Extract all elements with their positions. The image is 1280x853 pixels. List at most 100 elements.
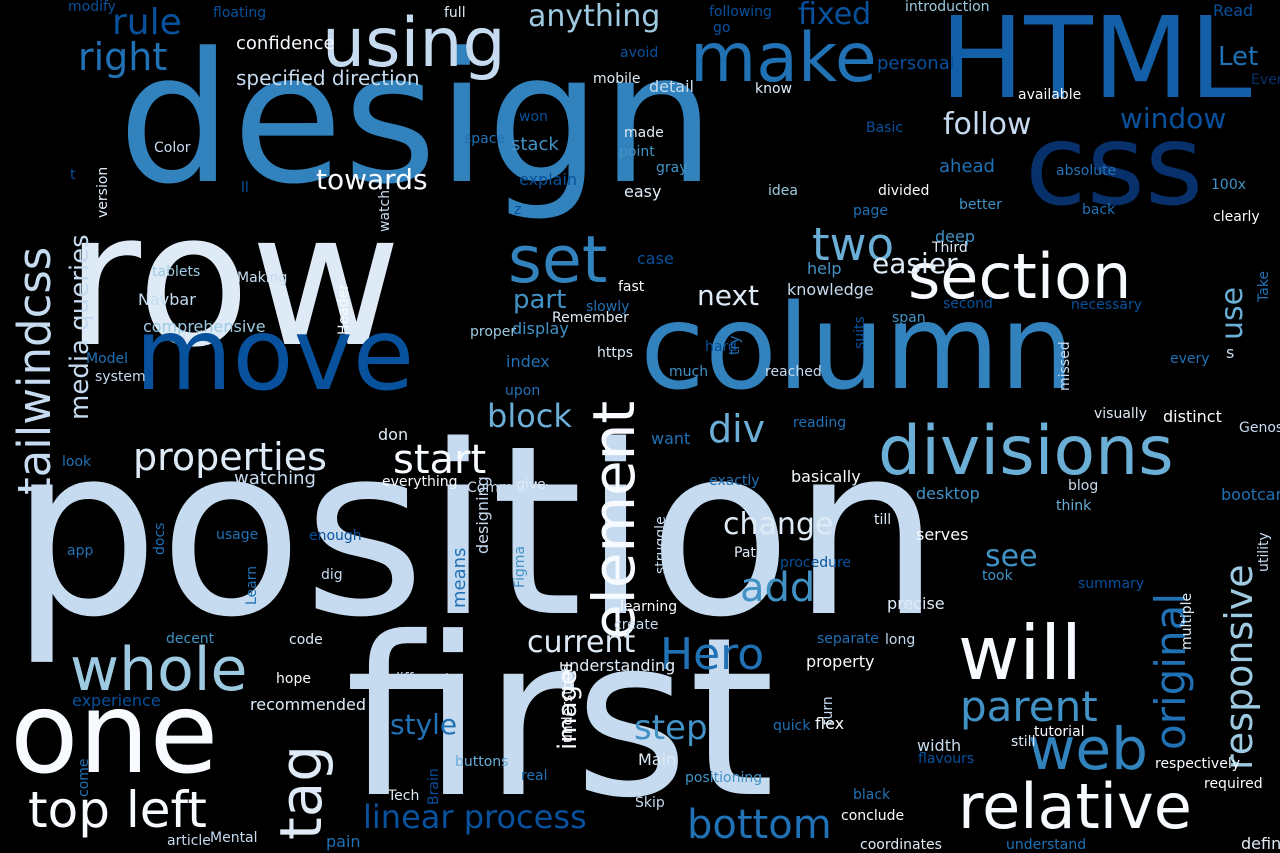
word-experience: experience: [72, 691, 161, 710]
word-avoid: avoid: [620, 45, 659, 61]
word-app: app: [67, 543, 94, 559]
word-real: real: [521, 768, 548, 784]
word-available: available: [1018, 87, 1082, 103]
word-web: web: [1028, 715, 1148, 783]
word-decent: decent: [166, 631, 215, 647]
word-hard: hard: [705, 339, 737, 355]
word-mobile: mobile: [593, 71, 641, 87]
word-css: css: [1025, 101, 1204, 231]
word-summary: summary: [1078, 576, 1145, 592]
word-media-queries: media queries: [65, 234, 95, 420]
word-flex: flex: [815, 714, 845, 733]
word-take: Take: [1256, 270, 1272, 302]
word-clearly: clearly: [1213, 209, 1260, 225]
word-index: index: [506, 352, 550, 371]
word-till: till: [874, 512, 892, 528]
word-proper: proper: [470, 324, 517, 340]
word-tag: tag: [267, 744, 335, 840]
word-https: https: [597, 345, 634, 361]
word-still: still: [1011, 734, 1036, 750]
word-figma: Figma: [512, 545, 528, 588]
word-following: following: [709, 4, 772, 20]
word-deep: deep: [935, 227, 975, 246]
word-brain: Brain: [426, 768, 442, 805]
word-coordinates: coordinates: [860, 837, 942, 853]
word-watching: watching: [234, 468, 316, 489]
word-precise: precise: [887, 594, 945, 613]
word-absolute: absolute: [1056, 163, 1117, 179]
word-tech: Tech: [388, 788, 420, 804]
word-header: Header: [336, 284, 352, 335]
word-reached: reached: [765, 364, 822, 380]
word-modify: modify: [68, 0, 116, 15]
word-use: use: [1215, 286, 1250, 340]
word-go: go: [713, 20, 731, 36]
word-z: z: [514, 202, 522, 218]
word-divisions: divisions: [878, 412, 1174, 491]
word-100x: 100x: [1211, 177, 1247, 193]
word-won: won: [519, 109, 548, 125]
word-everything: everything: [382, 474, 458, 490]
word-utility: utility: [1256, 532, 1272, 572]
word-hero: Hero: [660, 629, 765, 680]
word-mental: Mental: [210, 830, 258, 846]
word-better: better: [959, 197, 1002, 213]
word-introduction: introduction: [905, 0, 990, 15]
word-blog: blog: [1068, 478, 1099, 494]
word-look: look: [62, 454, 92, 470]
word-don: don: [378, 425, 409, 444]
word-gray: gray: [656, 160, 688, 176]
word-visually: visually: [1094, 406, 1147, 422]
word-properties: properties: [133, 435, 327, 479]
word-learn: Learn: [244, 565, 260, 605]
word-much: much: [669, 364, 709, 380]
word-struggle: struggle: [653, 516, 669, 574]
word-making: Making: [237, 270, 288, 286]
word-second: second: [943, 296, 993, 312]
word-add: add: [740, 565, 816, 611]
word-community: Community: [467, 480, 549, 496]
word-towards: towards: [316, 163, 428, 196]
word-display: display: [512, 319, 569, 338]
word-row: row: [65, 172, 402, 388]
word-two: two: [812, 218, 894, 271]
word-distinct: distinct: [1163, 407, 1222, 426]
word-specified-direction: specified direction: [236, 66, 420, 90]
word-buttons: buttons: [455, 754, 509, 770]
word-floating: floating: [213, 5, 267, 21]
word-exactly: exactly: [709, 473, 760, 489]
word-black: black: [853, 787, 891, 803]
word-every: every: [1170, 351, 1210, 367]
word-skip: Skip: [635, 795, 665, 811]
word-divided: divided: [878, 183, 930, 199]
word-window: window: [1120, 102, 1227, 135]
word-even: Even: [1251, 72, 1280, 88]
word-model: Model: [86, 351, 129, 367]
word-html: HTML: [940, 0, 1252, 124]
word-s: s: [1226, 343, 1235, 362]
word-navbar: Navbar: [138, 290, 196, 309]
word-make: make: [690, 19, 877, 98]
word-version: version: [95, 166, 111, 218]
word-explain: explain: [519, 170, 578, 189]
word-suits: suits: [852, 316, 868, 349]
word-procedure: procedure: [780, 555, 852, 571]
word-system: system: [95, 369, 146, 385]
word-space: space: [464, 131, 506, 147]
word-next: next: [697, 279, 760, 312]
word-design: design: [118, 15, 716, 224]
word-took: took: [982, 568, 1013, 584]
word-width: width: [917, 736, 962, 755]
word-whole: whole: [70, 635, 248, 705]
word-div: div: [708, 407, 766, 451]
word-tutorial: tutorial: [1034, 724, 1085, 740]
word-part: part: [513, 285, 567, 315]
word-pat: Pat: [734, 545, 756, 561]
word-code: code: [289, 632, 323, 648]
word-style: style: [390, 708, 458, 741]
word-idea: idea: [768, 183, 798, 199]
word-multiple: multiple: [1179, 592, 1195, 650]
word-reading: reading: [793, 415, 847, 431]
word-desktop: desktop: [916, 484, 980, 503]
